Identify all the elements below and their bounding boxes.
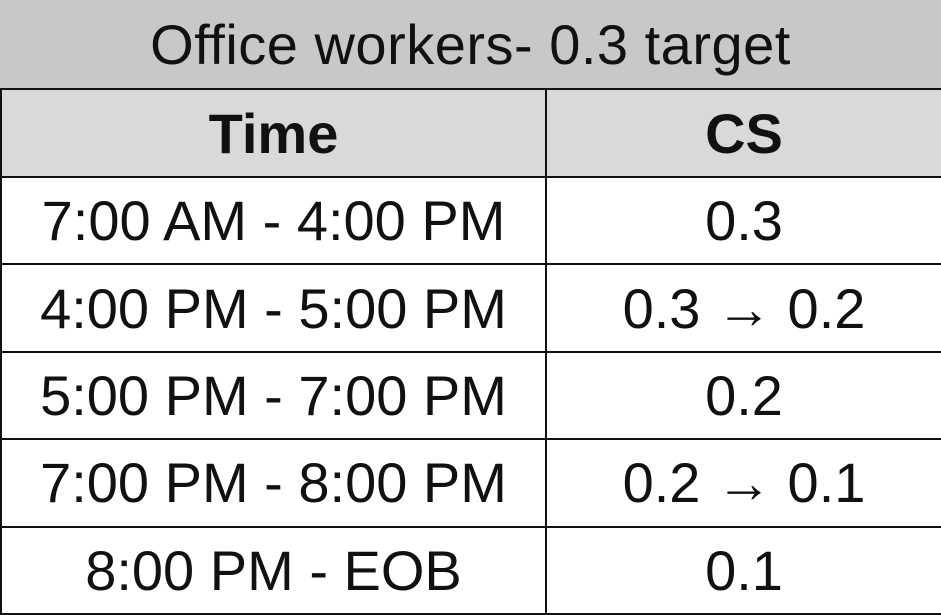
- table-row: 7:00 AM - 4:00 PM 0.3: [0, 175, 941, 266]
- column-header-time: Time: [0, 88, 547, 178]
- column-header-cs: CS: [545, 88, 941, 178]
- schedule-table: Time CS 7:00 AM - 4:00 PM 0.3 4:00 PM - …: [0, 88, 941, 615]
- table-row: 8:00 PM - EOB 0.1: [0, 525, 941, 615]
- time-cell: 8:00 PM - EOB: [0, 525, 547, 615]
- time-cell: 5:00 PM - 7:00 PM: [0, 350, 547, 441]
- table-row: 7:00 PM - 8:00 PM 0.2 → 0.1: [0, 438, 941, 528]
- cs-cell: 0.3: [545, 175, 941, 266]
- time-cell: 7:00 AM - 4:00 PM: [0, 175, 547, 266]
- table-row: 4:00 PM - 5:00 PM 0.3 → 0.2: [0, 263, 941, 353]
- header-row: Time CS: [0, 88, 941, 178]
- cs-cell: 0.1: [545, 525, 941, 615]
- cs-cell: 0.3 → 0.2: [545, 263, 941, 353]
- time-cell: 4:00 PM - 5:00 PM: [0, 263, 547, 353]
- table-title: Office workers- 0.3 target: [0, 0, 941, 88]
- table-bottom-border: [0, 613, 941, 615]
- cs-cell: 0.2 → 0.1: [545, 438, 941, 528]
- cs-cell: 0.2: [545, 350, 941, 441]
- time-cell: 7:00 PM - 8:00 PM: [0, 438, 547, 528]
- table-row: 5:00 PM - 7:00 PM 0.2: [0, 350, 941, 441]
